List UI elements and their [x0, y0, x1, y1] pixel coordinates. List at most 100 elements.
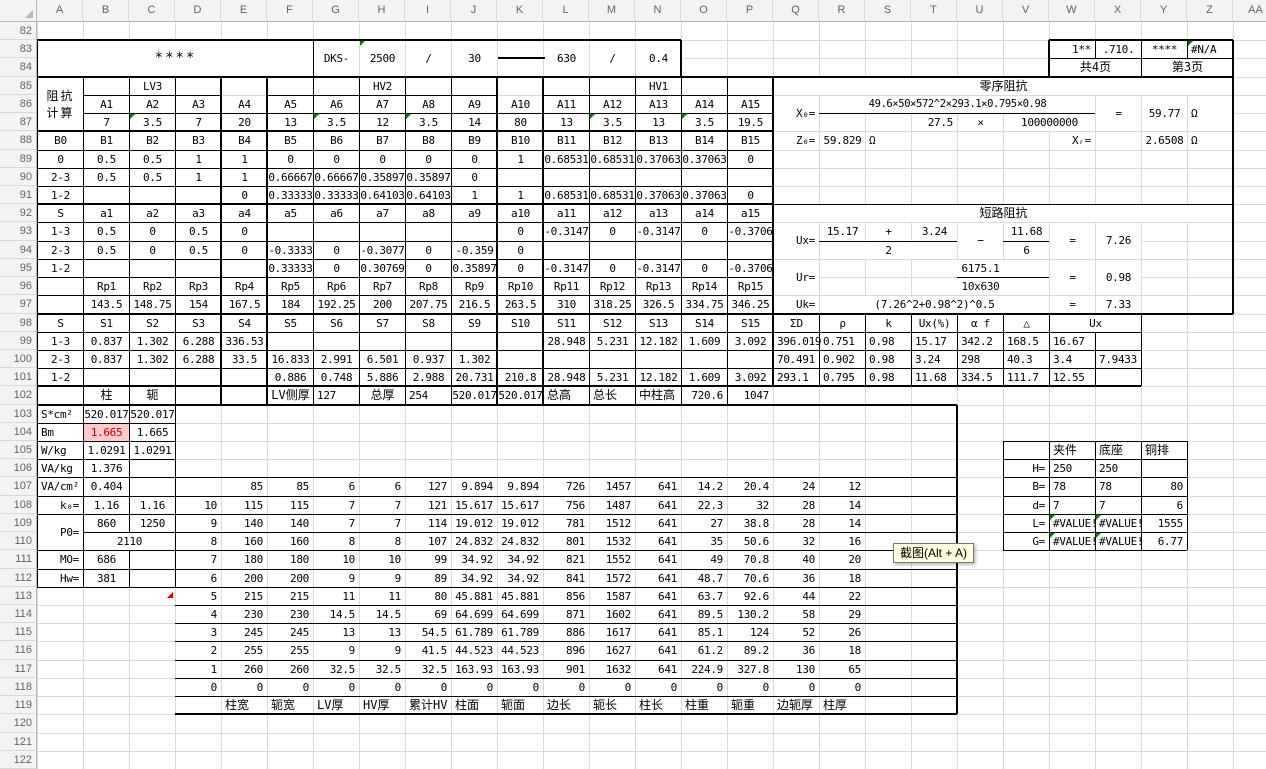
cell-G109[interactable]: 7 — [348, 516, 356, 530]
cell-E88[interactable]: B4 — [238, 134, 251, 148]
cell-H109[interactable]: 7 — [394, 516, 402, 530]
row-header-117[interactable]: 117 — [0, 659, 37, 678]
cell-K95[interactable]: 0 — [517, 261, 524, 275]
cell-J94[interactable]: -0.359 — [455, 243, 494, 257]
cell-V101[interactable]: 111.7 — [1007, 371, 1039, 385]
cell-J109[interactable]: 19.012 — [455, 516, 493, 530]
cell-I100[interactable]: 0.937 — [412, 352, 445, 366]
cell-B98[interactable]: S1 — [100, 316, 113, 330]
cell-O87[interactable]: 3.5 — [695, 116, 714, 130]
cell-J86[interactable]: A9 — [468, 97, 481, 111]
cell-M86[interactable]: A12 — [603, 97, 622, 111]
cell-I119[interactable]: 累计HV — [409, 698, 448, 713]
cell-B103[interactable]: 520.017 — [84, 407, 129, 421]
cell-W109[interactable]: #VALUE! — [1053, 516, 1098, 530]
cell-W100[interactable]: 3.4 — [1053, 352, 1072, 366]
cell-V106[interactable]: H= — [1032, 462, 1045, 476]
cell-H94[interactable]: -0.3077 — [360, 243, 405, 257]
cell-K93[interactable]: 0 — [517, 225, 524, 239]
cell-G90[interactable]: 0.66667 — [314, 170, 359, 184]
cell-O98[interactable]: S14 — [695, 316, 714, 330]
cell-Y110[interactable]: 6.77 — [1157, 535, 1184, 549]
cell-A94[interactable]: 2-3 — [51, 243, 70, 257]
cell-M108[interactable]: 1487 — [605, 498, 632, 512]
cell-Q108[interactable]: 28 — [802, 498, 815, 512]
col-header-I[interactable]: I — [405, 0, 451, 22]
cell-X100[interactable]: 7.9433 — [1099, 352, 1137, 366]
cell-P109[interactable]: 38.8 — [743, 516, 770, 530]
cell-W84[interactable]: 共4页 — [1050, 59, 1141, 77]
row-header-111[interactable]: 111 — [0, 550, 37, 569]
cell-J117[interactable]: 163.93 — [455, 662, 493, 676]
cell-K86[interactable]: A10 — [511, 97, 530, 111]
cell-M98[interactable]: S12 — [603, 316, 622, 330]
cell-A99[interactable]: 1-3 — [51, 334, 70, 348]
cell-B96[interactable]: Rp1 — [97, 280, 116, 294]
cell-A109[interactable]: P0= — [38, 514, 83, 551]
cell-A90[interactable]: 2-3 — [51, 170, 70, 184]
cell-Y107[interactable]: 80 — [1170, 480, 1183, 494]
cell-X107[interactable]: 78 — [1099, 480, 1112, 494]
cell-Q98[interactable]: ΣD — [790, 316, 803, 330]
cell-L91[interactable]: 0.68531 — [544, 188, 589, 202]
cell-O93[interactable]: 0 — [701, 225, 708, 239]
cell-Q101[interactable]: 293.1 — [777, 371, 809, 385]
cell-F91[interactable]: 0.33333 — [268, 188, 313, 202]
cell-P114[interactable]: 130.2 — [737, 608, 769, 622]
cell-B92[interactable]: a1 — [100, 207, 113, 221]
cell-R119[interactable]: 柱厚 — [823, 698, 848, 713]
row-header-114[interactable]: 114 — [0, 605, 37, 624]
cell-I117[interactable]: 32.5 — [421, 662, 448, 676]
cell-R110[interactable]: 16 — [848, 535, 861, 549]
cell-O88[interactable]: B14 — [695, 134, 714, 148]
cell-G107[interactable]: 6 — [348, 480, 356, 494]
cell-G92[interactable]: a6 — [330, 207, 343, 221]
cell-V110[interactable]: G= — [1032, 535, 1045, 549]
cell-L102[interactable]: 总高 — [547, 388, 572, 403]
cell-N98[interactable]: S13 — [649, 316, 668, 330]
cell-N115[interactable]: 641 — [658, 626, 677, 640]
row-header-120[interactable]: 120 — [0, 714, 37, 733]
cell-E108[interactable]: 115 — [244, 498, 263, 512]
cell-X93[interactable]: 7.26 — [1096, 223, 1141, 259]
cell-O91[interactable]: 0.37063 — [682, 188, 727, 202]
cell-M107[interactable]: 1457 — [605, 480, 632, 494]
cell-M99[interactable]: 5.231 — [596, 334, 629, 348]
cell-P99[interactable]: 3.092 — [734, 334, 767, 348]
cell-E91[interactable]: 0 — [241, 188, 248, 202]
cell-F108[interactable]: 115 — [290, 498, 309, 512]
cell-I83[interactable]: / — [406, 41, 451, 77]
cell-M101[interactable]: 5.231 — [596, 371, 629, 385]
cell-U93[interactable]: − — [958, 223, 1003, 259]
cell-Q97[interactable]: Uk= — [796, 298, 815, 312]
cell-A112[interactable]: Hw= — [60, 571, 79, 585]
cell-N108[interactable]: 641 — [658, 498, 677, 512]
row-header-94[interactable]: 94 — [0, 240, 37, 259]
row-header-96[interactable]: 96 — [0, 277, 37, 296]
cell-R88[interactable]: 59.829 — [823, 134, 862, 148]
cell-E97[interactable]: 167.5 — [228, 298, 261, 312]
cell-C96[interactable]: Rp2 — [143, 280, 162, 294]
cell-H100[interactable]: 6.501 — [366, 352, 399, 366]
cell-E94[interactable]: 0 — [241, 243, 248, 257]
cell-N87[interactable]: 13 — [652, 116, 665, 130]
cell-O110[interactable]: 35 — [710, 535, 723, 549]
cell-O89[interactable]: 0.37063 — [682, 152, 727, 166]
cell-J89[interactable]: 0 — [471, 152, 478, 166]
cell-Q110[interactable]: 32 — [802, 535, 815, 549]
cell-J95[interactable]: 0.35897 — [452, 261, 497, 275]
cell-J90[interactable]: 0 — [471, 170, 478, 184]
row-header-91[interactable]: 91 — [0, 185, 37, 205]
cell-N96[interactable]: Rp13 — [645, 280, 672, 294]
cell-F102[interactable]: LV侧厚 — [271, 388, 310, 403]
cell-H117[interactable]: 32.5 — [375, 662, 402, 676]
cell-Y105[interactable]: 铜排 — [1145, 443, 1170, 458]
cell-G95[interactable]: 0 — [333, 261, 340, 275]
cell-Q86[interactable]: X₀= — [774, 95, 819, 132]
col-header-D[interactable]: D — [175, 0, 221, 22]
cell-Q117[interactable]: 130 — [796, 662, 815, 676]
cell-S93[interactable]: + — [885, 225, 892, 239]
cell-O109[interactable]: 27 — [710, 516, 723, 530]
cell-L107[interactable]: 726 — [566, 480, 585, 494]
cell-A105[interactable]: W/kg — [41, 444, 67, 458]
